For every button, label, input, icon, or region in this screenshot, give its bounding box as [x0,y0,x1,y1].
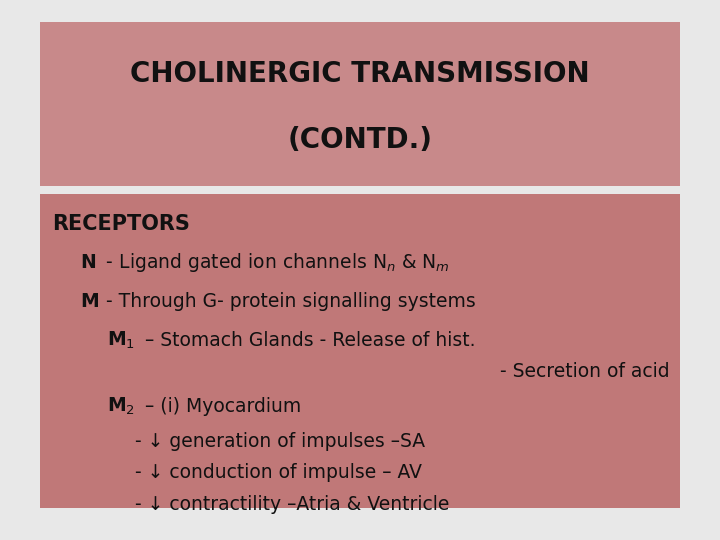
Text: - ↓ conduction of impulse – AV: - ↓ conduction of impulse – AV [135,463,423,482]
Text: - Through G- protein signalling systems: - Through G- protein signalling systems [100,292,476,312]
Text: N: N [80,253,96,273]
Text: – (i) Myocardium: – (i) Myocardium [139,397,301,416]
Text: – Stomach Glands - Release of hist.: – Stomach Glands - Release of hist. [139,331,475,350]
FancyBboxPatch shape [40,194,680,508]
Text: M$_1$: M$_1$ [107,330,135,352]
Text: M$_2$: M$_2$ [107,396,135,417]
FancyBboxPatch shape [40,22,680,186]
Text: - ↓ contractility –Atria & Ventricle: - ↓ contractility –Atria & Ventricle [135,495,450,514]
Text: - ↓ generation of impulses –SA: - ↓ generation of impulses –SA [135,431,426,450]
Text: (CONTD.): (CONTD.) [287,126,433,154]
Text: - Secretion of acid: - Secretion of acid [500,362,670,381]
Text: - Ligand gated ion channels N$_n$ & N$_m$: - Ligand gated ion channels N$_n$ & N$_m… [100,252,450,274]
Text: RECEPTORS: RECEPTORS [53,214,190,234]
Text: M: M [80,292,99,312]
Text: CHOLINERGIC TRANSMISSION: CHOLINERGIC TRANSMISSION [130,60,590,89]
